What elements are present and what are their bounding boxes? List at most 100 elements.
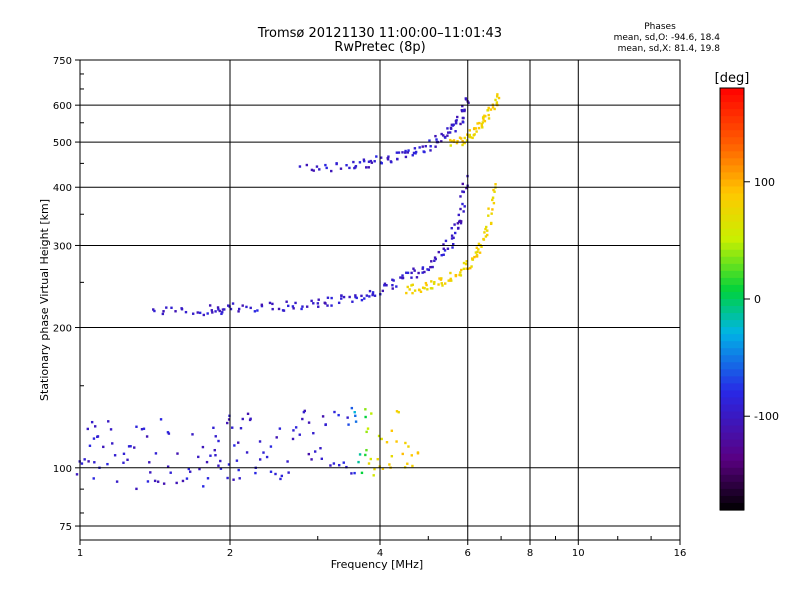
data-point (456, 227, 460, 230)
colorbar-segment (720, 221, 744, 230)
colorbar-segment (720, 116, 744, 124)
colorbar-segment (720, 355, 744, 363)
data-point (404, 441, 407, 445)
data-point (401, 274, 404, 277)
data-point (129, 445, 132, 448)
colorbar-segment (720, 383, 744, 392)
colorbar-segment (720, 158, 744, 166)
colorbar-segment (720, 186, 744, 195)
data-point (487, 214, 490, 217)
data-point (202, 485, 205, 488)
data-point (379, 161, 383, 164)
colorbar-segment (720, 432, 744, 441)
data-point (379, 156, 383, 159)
data-point (450, 237, 454, 240)
data-point (357, 460, 360, 464)
data-point (429, 265, 432, 269)
colorbar-segment (720, 341, 744, 349)
data-point (246, 412, 250, 416)
data-point (93, 425, 97, 428)
data-point (454, 274, 458, 277)
data-point (391, 284, 394, 287)
data-point (366, 427, 370, 430)
data-point (417, 288, 421, 291)
data-point (337, 413, 340, 417)
data-point (364, 415, 367, 419)
data-point (494, 183, 497, 186)
data-point (214, 310, 217, 313)
data-point (450, 226, 453, 230)
data-point (205, 460, 209, 464)
data-point (238, 477, 241, 480)
data-point (433, 256, 437, 259)
colorbar-segment (720, 474, 744, 483)
data-point (185, 477, 189, 480)
data-point (256, 309, 259, 312)
data-point (491, 208, 494, 211)
data-point (475, 130, 478, 133)
data-point (381, 289, 385, 293)
data-point (422, 150, 425, 153)
data-point (217, 464, 220, 467)
data-point (197, 455, 200, 459)
data-point (450, 234, 454, 237)
data-point (291, 437, 295, 441)
colorbar-segment (720, 277, 744, 286)
colorbar-segment (720, 495, 744, 504)
data-point (487, 207, 490, 210)
colorbar-segment (720, 327, 744, 335)
data-point (365, 430, 368, 434)
data-point (96, 435, 100, 438)
data-point (330, 296, 333, 300)
data-point (206, 477, 210, 480)
data-point (253, 310, 257, 313)
data-point (421, 271, 424, 274)
data-point (294, 301, 297, 305)
data-point (217, 439, 220, 443)
data-point (367, 160, 371, 163)
data-point (282, 309, 286, 312)
data-point (478, 251, 482, 254)
data-point (218, 309, 221, 313)
data-point (351, 300, 354, 303)
data-point (298, 433, 301, 436)
data-point (149, 471, 152, 474)
data-point (464, 97, 468, 100)
data-point (219, 459, 222, 463)
data-point (126, 458, 129, 461)
data-point (217, 308, 220, 311)
data-point (477, 242, 481, 246)
data-point (226, 304, 230, 307)
data-point (353, 471, 356, 475)
data-point (492, 188, 495, 192)
data-point (320, 457, 323, 460)
data-point (227, 418, 231, 421)
data-point (421, 145, 424, 148)
data-point (287, 304, 290, 308)
data-point (449, 277, 452, 281)
data-point (198, 311, 202, 315)
data-point (459, 137, 463, 140)
x-axis-label: Frequency [MHz] (331, 558, 423, 571)
data-point (461, 190, 464, 193)
data-point (446, 134, 449, 137)
colorbar-segment (720, 411, 744, 420)
data-point (477, 126, 481, 130)
data-point (153, 309, 156, 313)
data-point (156, 480, 160, 483)
data-point (213, 448, 216, 452)
colorbar-segment (720, 172, 744, 181)
data-point (428, 139, 431, 142)
data-point (430, 260, 433, 263)
colorbar-segment (720, 207, 744, 216)
colorbar-segment (720, 214, 744, 223)
data-point (463, 205, 466, 208)
data-point (413, 147, 417, 150)
data-point (455, 141, 459, 145)
data-point (316, 302, 320, 305)
data-point (444, 239, 448, 243)
data-point (376, 457, 379, 461)
data-point (302, 410, 306, 414)
data-point (406, 285, 409, 289)
data-point (174, 310, 177, 313)
